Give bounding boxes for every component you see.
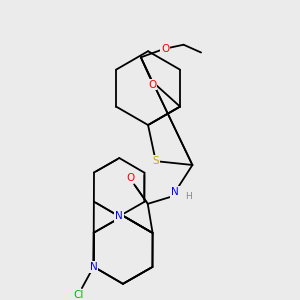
Text: N: N <box>171 187 179 197</box>
Text: O: O <box>126 172 134 183</box>
Text: N: N <box>115 211 123 221</box>
Text: O: O <box>161 44 169 54</box>
Text: Cl: Cl <box>74 290 84 300</box>
Text: O: O <box>148 80 157 89</box>
Text: N: N <box>90 262 98 272</box>
Text: H: H <box>185 192 192 201</box>
Text: S: S <box>152 156 159 166</box>
